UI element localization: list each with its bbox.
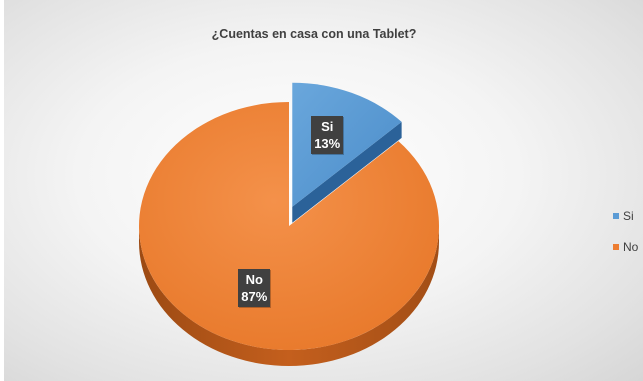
pie-slice-no	[139, 102, 440, 350]
data-label-si-category: Si	[321, 119, 334, 135]
data-label-si-value: 13%	[314, 136, 341, 152]
legend: Si No	[613, 208, 638, 270]
legend-label-no: No	[623, 240, 639, 254]
legend-item-no: No	[613, 239, 638, 255]
data-label-si: Si 13%	[311, 116, 344, 155]
chart-title: ¿Cuentas en casa con una Tablet?	[211, 27, 417, 41]
pie-chart	[139, 82, 440, 366]
legend-label-si: Si	[623, 209, 634, 223]
pie-cut-face-si-1	[292, 121, 402, 223]
data-label-no: No 87%	[238, 268, 271, 307]
chart-area: ¿Cuentas en casa con una Tablet? Si 13% …	[4, 0, 643, 381]
pie-slice-si	[292, 82, 402, 207]
data-label-no-category: No	[245, 271, 263, 287]
legend-swatch-si	[613, 213, 619, 219]
legend-swatch-no	[613, 244, 619, 250]
legend-item-si: Si	[613, 208, 638, 224]
data-label-no-value: 87%	[241, 288, 268, 304]
